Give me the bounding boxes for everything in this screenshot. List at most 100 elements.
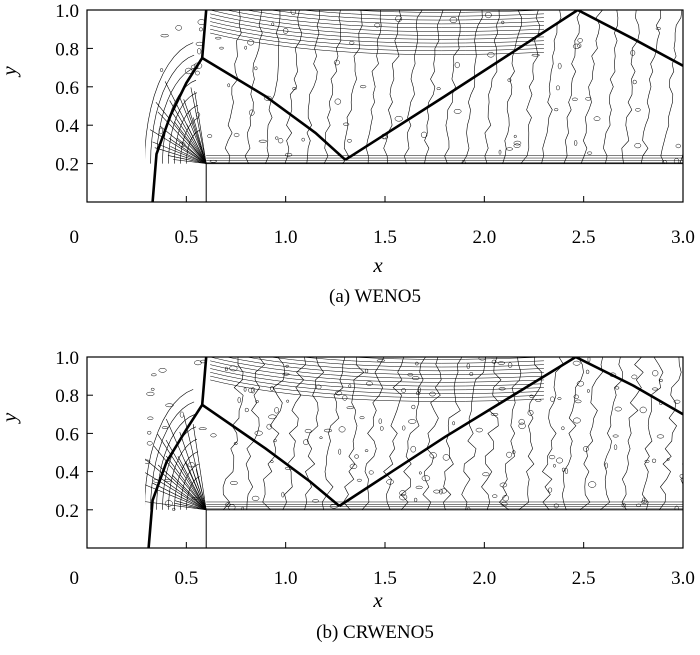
vortex-contour bbox=[411, 404, 416, 410]
y-tick-label: 0.4 bbox=[55, 463, 79, 484]
vortex-contour bbox=[347, 139, 352, 143]
vortex-contour bbox=[207, 134, 213, 138]
vortex-contour bbox=[348, 384, 352, 388]
y-tick-label: 1.0 bbox=[55, 1, 79, 22]
oblique-contour bbox=[210, 379, 544, 402]
vortex-contour bbox=[574, 399, 582, 404]
x-tick-label: 2.5 bbox=[572, 227, 596, 248]
vortex-contour bbox=[209, 159, 217, 163]
fan-contour bbox=[140, 455, 207, 511]
vortex-contour bbox=[549, 396, 555, 402]
vortex-contour bbox=[304, 428, 312, 434]
y-tick-label: 0.4 bbox=[55, 116, 79, 137]
vortex-contour bbox=[652, 370, 659, 377]
vortex-contour bbox=[191, 497, 199, 500]
vortex-contour bbox=[571, 97, 578, 101]
fan-contour bbox=[179, 431, 207, 510]
vortex-contour bbox=[175, 25, 182, 31]
vortex-contour bbox=[482, 472, 490, 477]
vortex-contour bbox=[512, 450, 516, 455]
vortex-contour bbox=[229, 365, 238, 372]
subsonic-contour bbox=[174, 451, 199, 510]
vortex-contour bbox=[338, 426, 346, 433]
x-tick-label: 2.5 bbox=[572, 568, 596, 589]
vortex-contour bbox=[349, 463, 358, 470]
subsonic-contour bbox=[180, 117, 199, 164]
fan-contour bbox=[152, 482, 207, 511]
wave-contour bbox=[641, 357, 664, 510]
panel-1: 0 0.5 1.0 1.5 2.0 2.5 3.0 0.2 0.4 0.6 0.8 1.0 x y (a) … bbox=[0, 1, 695, 307]
vortex-contour bbox=[491, 359, 497, 364]
wave-contour bbox=[265, 10, 281, 164]
vortex-contour bbox=[561, 426, 565, 431]
wave-contour bbox=[245, 357, 266, 510]
vortex-contour bbox=[613, 444, 618, 450]
vortex-contour bbox=[587, 389, 590, 393]
x-tick-label: 2.0 bbox=[472, 227, 496, 248]
subsonic-contour bbox=[162, 79, 197, 164]
fan-contour bbox=[194, 91, 207, 164]
vortex-contour bbox=[364, 449, 369, 453]
oblique-contour bbox=[210, 364, 544, 387]
vortex-contour bbox=[146, 391, 155, 396]
vortex-contour bbox=[557, 62, 562, 70]
x-axis-label: x bbox=[372, 588, 383, 612]
vortex-contour bbox=[158, 368, 167, 373]
vortex-contour bbox=[268, 414, 277, 420]
shock-line bbox=[344, 10, 579, 161]
vortex-contour bbox=[394, 115, 403, 122]
vortex-contour bbox=[585, 369, 590, 375]
x-tick-label: 1.0 bbox=[274, 227, 298, 248]
wave-contour bbox=[518, 357, 543, 511]
vortex-contour bbox=[548, 487, 553, 493]
vortex-contour bbox=[237, 396, 241, 404]
y-tick-label: 0.2 bbox=[55, 155, 79, 176]
oblique-contour bbox=[245, 357, 544, 372]
vortex-contour bbox=[386, 479, 394, 485]
vortex-contour bbox=[158, 127, 163, 135]
fan-contour bbox=[179, 97, 207, 164]
vortex-contour bbox=[561, 467, 565, 472]
vortex-contour bbox=[440, 488, 447, 494]
wave-contour bbox=[621, 357, 644, 510]
vortex-contour bbox=[233, 132, 240, 138]
vortex-contour bbox=[588, 481, 597, 488]
fan-contour bbox=[183, 414, 207, 510]
wave-contour bbox=[621, 10, 640, 164]
oblique-contour bbox=[210, 28, 544, 52]
vortex-contour bbox=[499, 482, 508, 488]
subsonic-contour bbox=[156, 67, 196, 164]
vortex-contour bbox=[612, 434, 619, 438]
vortex-contour bbox=[577, 38, 583, 43]
oblique-contour bbox=[300, 357, 544, 364]
vortex-contour bbox=[399, 490, 407, 497]
vortex-contour bbox=[271, 22, 275, 26]
wave-contour bbox=[400, 357, 426, 511]
wave-contour bbox=[424, 10, 444, 164]
vortex-contour bbox=[421, 475, 431, 482]
vortex-contour bbox=[263, 95, 272, 101]
fan-contour bbox=[138, 468, 207, 511]
x-tick-label: 2.0 bbox=[472, 568, 496, 589]
oblique-contour bbox=[225, 10, 544, 29]
vortex-contour bbox=[492, 494, 498, 498]
subsonic-contour bbox=[180, 463, 199, 510]
vortex-contour bbox=[614, 406, 622, 412]
vortex-contour bbox=[378, 418, 382, 424]
fan-contour bbox=[166, 455, 207, 510]
vortex-contour bbox=[343, 122, 350, 126]
vortex-contour bbox=[631, 374, 638, 380]
vortex-contour bbox=[356, 478, 362, 482]
vortex-contour bbox=[651, 387, 659, 391]
vortex-contour bbox=[527, 409, 534, 416]
vortex-contour bbox=[553, 503, 559, 509]
vortex-contour bbox=[454, 61, 460, 69]
vortex-contour bbox=[498, 149, 502, 155]
contour-lines bbox=[133, 357, 683, 548]
vortex-contour bbox=[160, 34, 169, 38]
vortex-contour bbox=[273, 438, 277, 443]
x-tick-label: 0 bbox=[70, 568, 80, 589]
y-tick-label: 0.8 bbox=[55, 386, 79, 407]
fan-contour bbox=[190, 87, 207, 164]
vortex-contour bbox=[286, 399, 290, 403]
